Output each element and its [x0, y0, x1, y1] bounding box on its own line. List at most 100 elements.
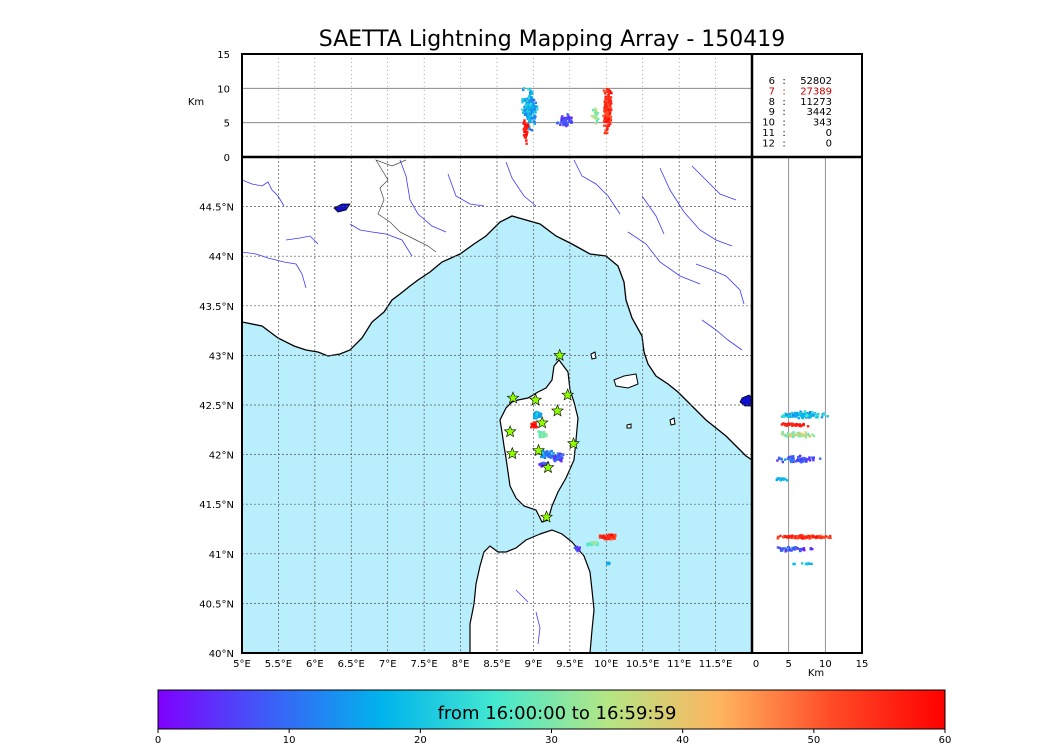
station-star-icon — [532, 443, 545, 457]
count-separator: : — [782, 97, 785, 108]
top-source-point — [603, 117, 607, 120]
side-source-point — [779, 534, 782, 538]
side-source-point — [786, 535, 790, 538]
side-panel-xlabel: Km — [808, 668, 824, 679]
side-source-point — [787, 414, 790, 417]
side-source-point — [810, 411, 814, 414]
map-source-point — [550, 449, 553, 453]
colorbar-tick-label: 60 — [939, 735, 952, 746]
side-source-point — [788, 415, 792, 418]
map-source-point — [542, 433, 545, 437]
station-star-icon — [505, 446, 519, 460]
station-counts-table: 6: 52802 7: 27389 8: 11273 9: 3442 10: 343 11: 0 12:… — [762, 76, 832, 149]
side-source-point — [786, 546, 790, 549]
top-source-point — [605, 128, 609, 131]
count-value: 27389 — [800, 86, 832, 97]
station-star-icon — [529, 393, 543, 406]
side-source-point — [797, 433, 801, 436]
top-source-point — [533, 122, 536, 126]
top-source-point — [522, 122, 525, 125]
side-source-point — [802, 456, 806, 460]
side-source-point — [794, 460, 798, 463]
count-value: 343 — [813, 118, 832, 129]
top-source-point — [604, 120, 607, 124]
side-source-point — [794, 546, 797, 549]
top-source-point — [523, 113, 527, 116]
top-source-point — [605, 111, 608, 115]
side-source-point — [803, 459, 806, 463]
side-source-point — [796, 535, 800, 539]
top-source-point — [560, 118, 563, 122]
side-source-point — [784, 535, 787, 539]
top-source-point — [524, 104, 527, 107]
top-source-point — [526, 99, 529, 103]
side-source-point — [781, 460, 785, 464]
side-source-point — [785, 413, 788, 416]
side-source-point — [788, 547, 791, 550]
side-source-point — [800, 457, 804, 460]
map-source-point — [534, 411, 537, 414]
map-source-point — [594, 541, 597, 545]
side-source-point — [787, 456, 791, 459]
side-source-point — [782, 422, 785, 425]
top-source-point — [565, 124, 568, 128]
side-source-point — [806, 425, 810, 428]
map-source-point — [603, 537, 606, 541]
side-source-point — [801, 459, 804, 463]
top-source-point — [606, 116, 609, 119]
count-value: 11273 — [800, 97, 832, 108]
map-source-point — [544, 454, 547, 457]
side-source-point — [789, 459, 793, 462]
side-source-point — [801, 412, 805, 416]
side-source-point — [794, 412, 798, 415]
map-source-point — [537, 415, 540, 418]
side-source-point — [807, 458, 810, 461]
colorbar-tick-label: 30 — [545, 735, 558, 746]
side-source-point — [815, 416, 818, 419]
top-source-point — [605, 105, 608, 108]
top-source-point — [528, 112, 532, 115]
count-value: 0 — [826, 128, 832, 139]
map-source-point — [536, 411, 539, 414]
top-source-point — [607, 91, 611, 94]
side-source-point — [780, 415, 784, 418]
map-source-point — [599, 535, 603, 538]
side-source-point — [827, 536, 830, 539]
top-source-point — [602, 89, 606, 92]
side-source-point — [806, 432, 810, 436]
side-source-point — [801, 433, 804, 436]
top-source-point — [532, 98, 536, 102]
side-source-point — [792, 460, 795, 464]
side-source-point — [806, 535, 809, 538]
map-y-tick-label: 44.5°N — [199, 203, 234, 214]
side-source-point — [800, 424, 804, 427]
top-source-point — [608, 106, 611, 109]
map-source-point — [535, 412, 539, 415]
side-source-point — [799, 410, 802, 413]
side-source-point — [805, 413, 809, 417]
side-source-point — [812, 535, 816, 538]
count-value: 52802 — [800, 76, 832, 87]
top-source-point — [526, 123, 530, 126]
side-source-point — [790, 456, 793, 460]
side-source-point — [789, 422, 792, 426]
geneva-lake — [333, 203, 351, 213]
side-source-point — [814, 413, 817, 416]
map-source-point — [578, 546, 581, 549]
count-station-number: 12 — [762, 138, 775, 149]
map-source-point — [610, 537, 613, 541]
count-value: 0 — [826, 138, 832, 149]
colorbar-tick-label: 10 — [283, 735, 296, 746]
top-source-point — [529, 103, 532, 106]
top-y-tick-label: 15 — [217, 50, 230, 61]
side-source-point — [786, 457, 790, 461]
top-source-point — [527, 110, 530, 114]
station-star-icon — [503, 424, 517, 438]
side-source-point — [798, 454, 802, 458]
colorbar-tick-label: 0 — [155, 735, 161, 746]
map-source-point — [555, 454, 559, 458]
map-source-point — [540, 434, 543, 437]
map-gridlines — [241, 157, 752, 654]
top-source-point — [524, 135, 527, 138]
side-source-point — [798, 424, 801, 428]
